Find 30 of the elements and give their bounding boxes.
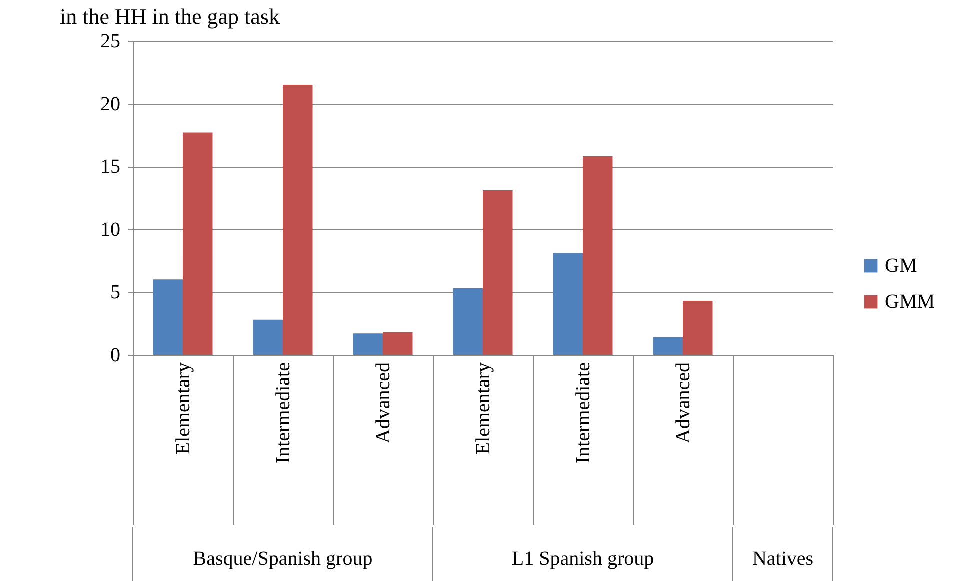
legend-label: GM	[885, 255, 918, 277]
bar	[283, 84, 313, 355]
bar	[653, 337, 683, 355]
bar	[183, 132, 213, 355]
x-tick-label: Advanced	[672, 362, 694, 444]
y-tick-label: 0	[110, 344, 120, 366]
x-tick-label: Elementary	[172, 362, 194, 455]
legend-label: GMM	[885, 291, 936, 313]
y-tick-label: 15	[100, 156, 120, 178]
x-tick-label: Intermediate	[272, 362, 294, 464]
bar	[383, 332, 413, 355]
x-tick-label: Elementary	[472, 362, 494, 455]
bar	[583, 156, 613, 355]
bar	[683, 300, 713, 355]
bar	[153, 280, 183, 355]
bar	[553, 253, 583, 355]
bar	[453, 288, 483, 355]
text: Basque/Spanish group	[193, 548, 373, 570]
y-tick-label: 10	[100, 218, 120, 241]
x-tick-label: Advanced	[372, 362, 394, 444]
text: L1 Spanish group	[512, 548, 654, 570]
y-tick-label: 20	[100, 93, 120, 116]
x-tick-label: Intermediate	[572, 362, 594, 464]
y-tick-label: 5	[110, 282, 120, 304]
bar	[253, 320, 283, 355]
bar	[483, 190, 513, 355]
text: Natives	[752, 548, 814, 570]
bar	[353, 334, 383, 355]
y-tick-label: 25	[100, 30, 120, 52]
chart-title: in the HH in the gap task	[60, 4, 280, 29]
